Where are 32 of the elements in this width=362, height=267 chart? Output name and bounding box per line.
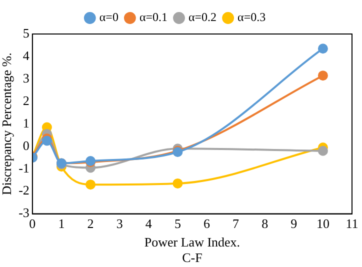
point (86, 180, 96, 190)
x-tick-label: 4 (145, 216, 152, 232)
legend-label: α=0.1 (139, 10, 168, 24)
point (172, 178, 183, 188)
y-tick-label: 4 (22, 48, 30, 63)
y-tick-label: 2 (22, 92, 30, 108)
y-tick-label: 3 (22, 70, 30, 86)
x-tick-label: 7 (232, 216, 240, 232)
x-axis-title: Power Law Index. (144, 234, 240, 250)
y-tick-label: -3 (18, 205, 30, 220)
point (318, 44, 328, 54)
x-tick-label: 9 (290, 216, 298, 232)
x-tick-label: 2 (87, 216, 94, 232)
y-tick-label: 0 (22, 138, 30, 153)
y-tick-label: 5 (22, 25, 30, 40)
legend-label: α=0.3 (238, 10, 266, 24)
point (318, 70, 328, 81)
legend-label: α=0.2 (188, 10, 217, 24)
legend-label: α=0 (99, 10, 118, 24)
y-tick-label: -2 (18, 182, 30, 198)
y-tick-label: 1 (22, 115, 30, 130)
x-tick-label: 11 (346, 216, 358, 232)
x-tick-label: 3 (116, 216, 123, 232)
y-axis-title: Discrepancy Percentage %. (0, 52, 14, 196)
x-tick-label: 8 (262, 216, 268, 232)
text: C-F (182, 250, 202, 265)
x-tick-label: 5 (174, 216, 181, 232)
y-tick-label: -1 (18, 160, 30, 176)
x-tick-label: 1 (58, 216, 65, 232)
point (318, 146, 328, 156)
x-tick-label: 10 (316, 216, 330, 232)
x-tick-label: 6 (203, 216, 210, 232)
